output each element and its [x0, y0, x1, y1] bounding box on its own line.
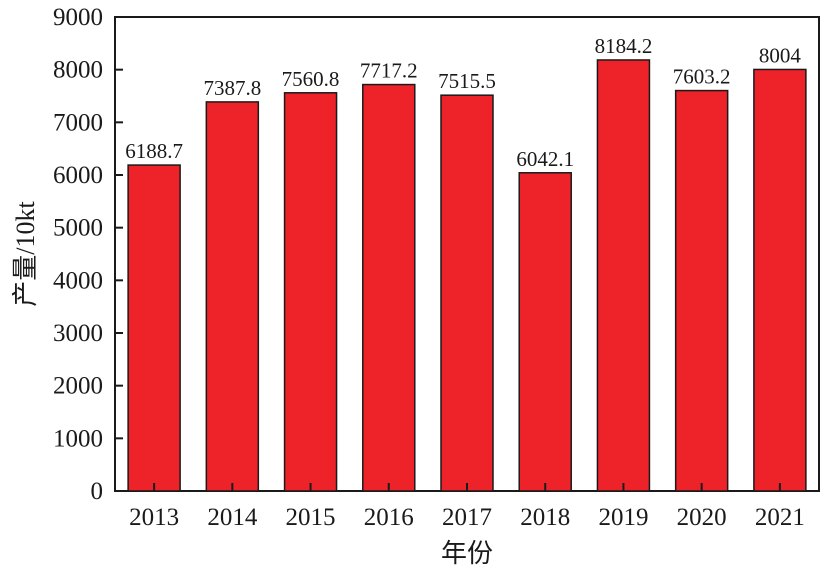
data-label: 6042.1 [516, 147, 574, 171]
y-tick-label: 1000 [53, 425, 103, 452]
bar-2013 [127, 164, 181, 492]
x-tick-label: 2015 [286, 504, 336, 531]
bar-2015 [283, 92, 338, 492]
data-label: 6188.7 [125, 139, 183, 163]
y-axis-ticks: 0 1000 2000 3000 4000 5000 6000 7000 8000 9000 [53, 4, 123, 505]
data-label: 7515.5 [438, 69, 496, 93]
y-tick-label: 3000 [53, 320, 103, 347]
y-tick-label: 6000 [53, 162, 103, 189]
y-tick-label: 5000 [53, 215, 103, 242]
x-tick-label: 2021 [755, 504, 805, 531]
x-tick-label: 2019 [598, 504, 648, 531]
data-label: 7387.8 [203, 76, 261, 100]
y-axis-title: 产量/10kt [11, 201, 40, 307]
data-labels-group: 6188.7 7387.8 7560.8 7717.2 7515.5 6042.1 8184… [125, 34, 801, 171]
bar-2018 [518, 172, 572, 492]
bar-2019 [596, 59, 651, 492]
bars-group [127, 59, 807, 492]
bar-2021 [753, 68, 807, 492]
data-label: 8004 [759, 43, 802, 67]
x-tick-label: 2020 [677, 504, 727, 531]
y-tick-label: 4000 [53, 267, 103, 294]
y-tick-label: 0 [91, 478, 104, 505]
data-label: 7560.8 [282, 67, 340, 91]
y-tick-label: 8000 [53, 57, 103, 84]
bar-2016 [362, 83, 416, 492]
x-tick-label: 2017 [442, 504, 492, 531]
bar-2020 [674, 89, 729, 492]
data-label: 7603.2 [673, 65, 731, 89]
x-axis-ticks: 2013 2014 2015 2016 2017 2018 2019 2020 2021 [129, 483, 805, 531]
x-tick-label: 2014 [207, 504, 258, 531]
data-label: 7717.2 [360, 59, 418, 83]
x-tick-label: 2016 [364, 504, 414, 531]
x-tick-label: 2013 [129, 504, 179, 531]
x-axis-title: 年份 [441, 539, 493, 568]
bar-2014 [205, 101, 260, 492]
x-tick-label: 2018 [520, 504, 570, 531]
y-tick-label: 7000 [53, 109, 103, 136]
bar-2017 [440, 94, 494, 492]
data-label: 8184.2 [595, 34, 653, 58]
y-tick-label: 9000 [53, 4, 103, 31]
y-tick-label: 2000 [53, 373, 103, 400]
